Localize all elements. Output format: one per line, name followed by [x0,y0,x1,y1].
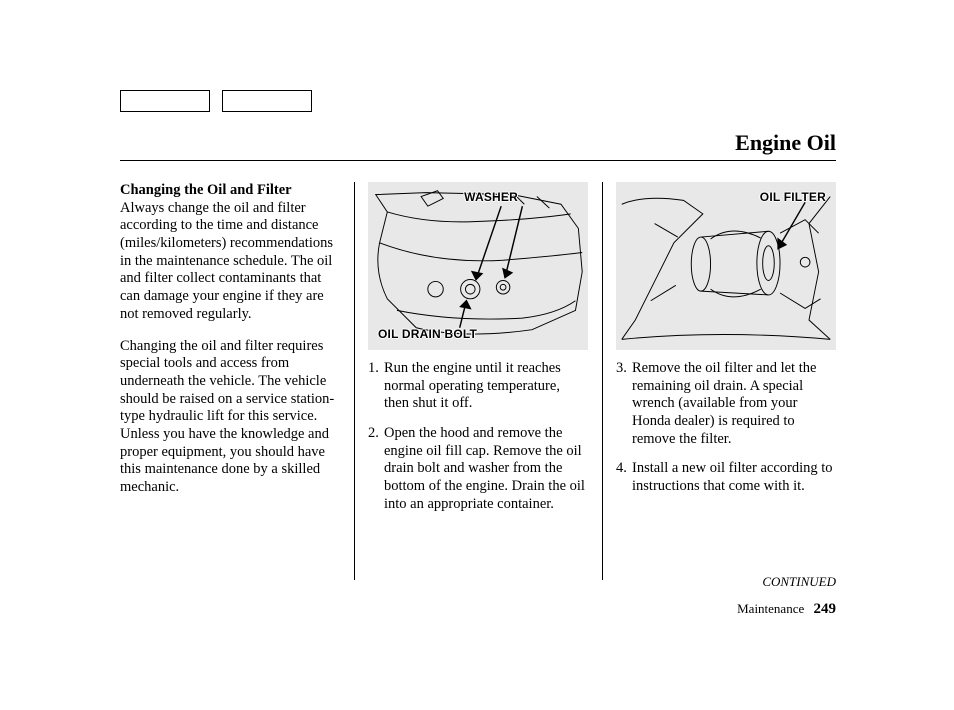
nav-box-2[interactable] [222,90,312,112]
continued-label: CONTINUED [762,574,836,590]
nav-box-1[interactable] [120,90,210,112]
figure-oil-filter: OIL FILTER [616,182,836,350]
subheading: Changing the Oil and Filter [120,182,292,198]
oil-filter-illustration [616,182,836,350]
step-2-num: 2. [368,425,379,443]
nav-boxes [120,90,312,112]
footer-section: Maintenance [737,601,804,616]
column-2: WASHER OIL DRAIN BOLT 1. Run the engine … [362,182,594,580]
title-rule [120,160,836,161]
page-title: Engine Oil [735,130,836,156]
step-2-text: Open the hood and remove the engine oil … [384,425,585,512]
step-3-num: 3. [616,360,627,378]
column-3: OIL FILTER 3. Remove the oil filter and … [610,182,836,580]
label-washer: WASHER [464,190,518,205]
column-rule-1 [346,182,362,580]
para2: Changing the oil and filter requires spe… [120,338,340,497]
step-3: 3. Remove the oil filter and let the rem… [616,360,836,448]
para-intro: Changing the Oil and Filter Always chang… [120,182,340,324]
column-rule-2 [594,182,610,580]
steps-list-2: 3. Remove the oil filter and let the rem… [616,360,836,496]
step-4: 4. Install a new oil filter according to… [616,460,836,495]
footer-page-number: 249 [814,601,837,617]
label-oil-drain-bolt: OIL DRAIN BOLT [378,327,477,342]
step-1: 1. Run the engine until it reaches norma… [368,360,588,413]
step-2: 2. Open the hood and remove the engine o… [368,425,588,513]
oil-drain-illustration [368,182,588,350]
label-oil-filter: OIL FILTER [760,190,826,205]
body-columns: Changing the Oil and Filter Always chang… [120,182,836,580]
step-1-text: Run the engine until it reaches normal o… [384,360,561,411]
figure-oil-drain: WASHER OIL DRAIN BOLT [368,182,588,350]
para1-text: Always change the oil and filter accordi… [120,200,333,322]
step-4-num: 4. [616,460,627,478]
page-footer: Maintenance 249 [737,601,836,618]
column-1: Changing the Oil and Filter Always chang… [120,182,346,580]
step-1-num: 1. [368,360,379,378]
step-4-text: Install a new oil filter according to in… [632,460,833,494]
steps-list-1: 1. Run the engine until it reaches norma… [368,360,588,514]
step-3-text: Remove the oil filter and let the remain… [632,360,816,447]
